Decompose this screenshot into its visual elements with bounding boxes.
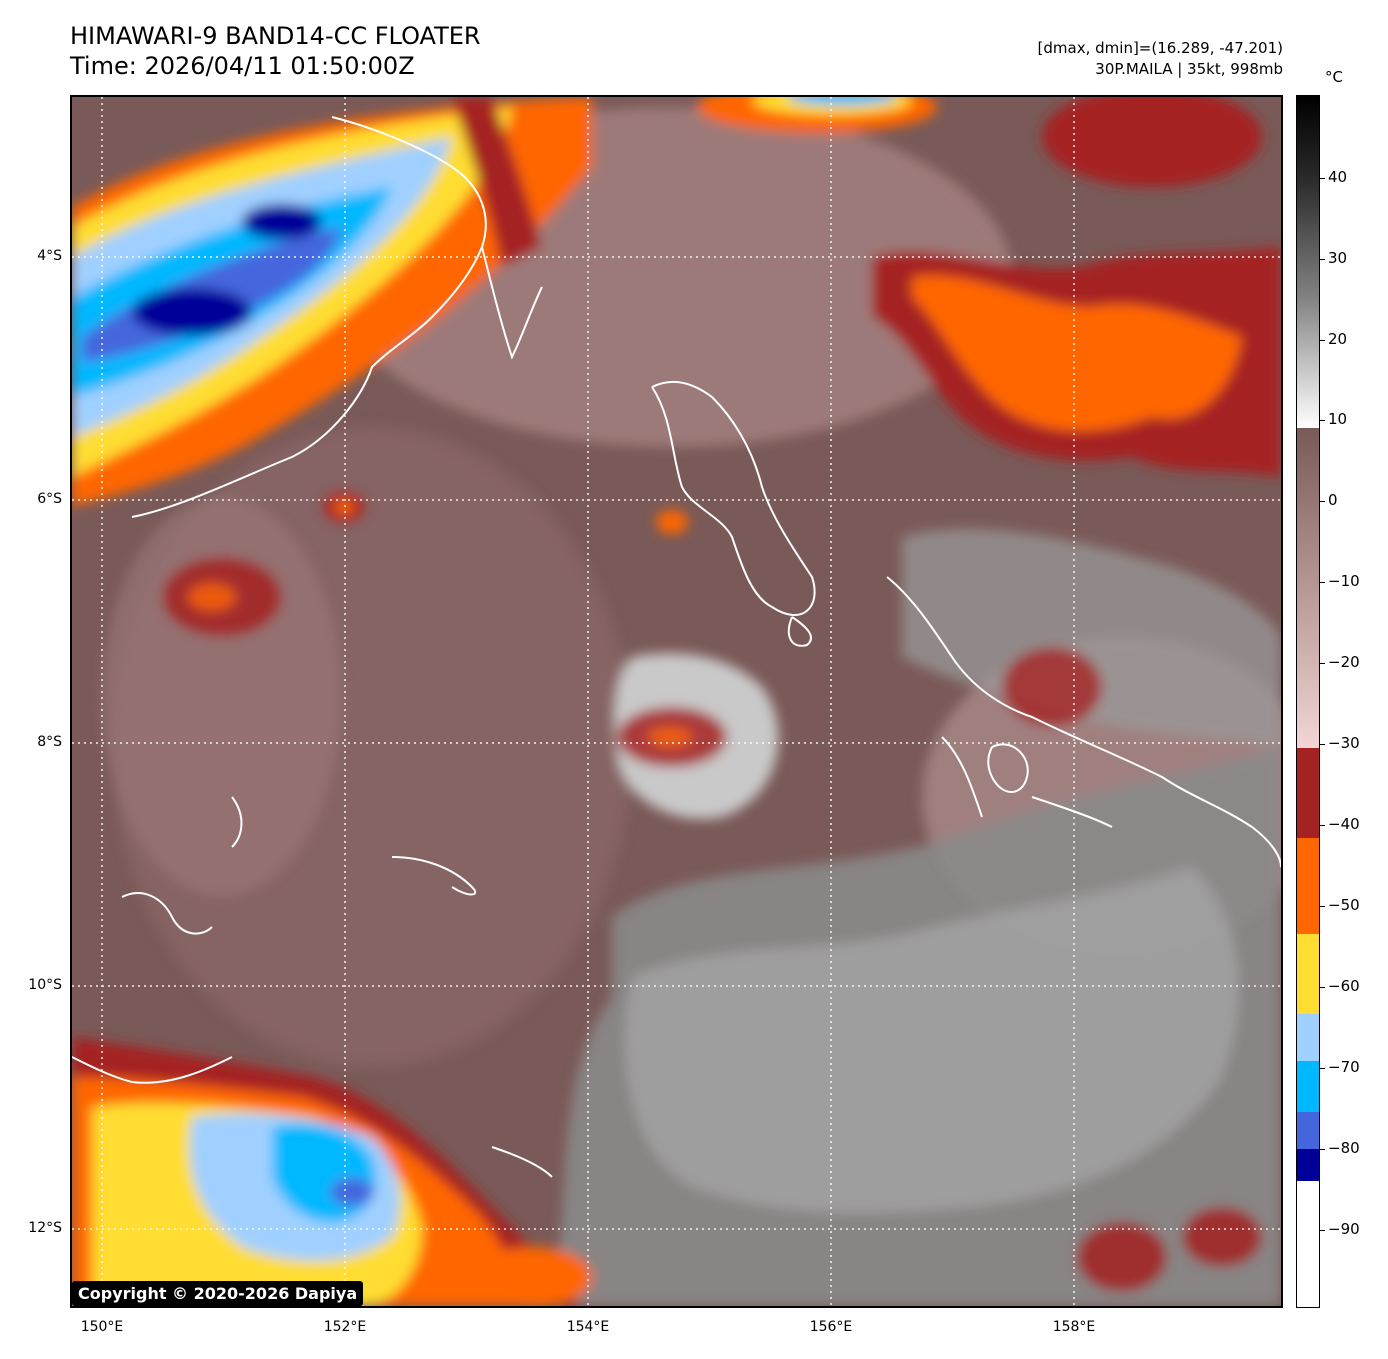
lon-label-152e: 152°E	[323, 1319, 367, 1335]
lon-label-156e: 156°E	[809, 1319, 853, 1335]
colorbar-tick-minus30: −30	[1328, 734, 1360, 752]
lat-label-6s: 6°S	[37, 491, 62, 507]
colorbar-tick-minus70: −70	[1328, 1058, 1360, 1076]
satellite-imagery	[72, 97, 1281, 1306]
colorbar-tick-minus80: −80	[1328, 1139, 1360, 1157]
colorbar-tick-0: 0	[1328, 491, 1338, 509]
data-range-text: [dmax, dmin]=(16.289, -47.201)	[1037, 39, 1283, 57]
colorbar-tick-30: 30	[1328, 249, 1348, 267]
coastlines	[72, 116, 1281, 1178]
map-timestamp: Time: 2026/04/11 01:50:00Z	[70, 52, 415, 80]
storm-info-text: 30P.MAILA | 35kt, 998mb	[1095, 60, 1283, 78]
colorbar-tick-minus40: −40	[1328, 815, 1360, 833]
colorbar-unit: °C	[1325, 68, 1343, 86]
colorbar-tick-minus10: −10	[1328, 572, 1360, 590]
colorbar-tick-minus20: −20	[1328, 653, 1360, 671]
map-title: HIMAWARI-9 BAND14-CC FLOATER	[70, 22, 481, 50]
lat-label-12s: 12°S	[28, 1220, 62, 1236]
lat-label-8s: 8°S	[37, 734, 62, 750]
copyright-notice: Copyright © 2020-2026 Dapiya	[72, 1281, 364, 1306]
colorbar-tick-minus50: −50	[1328, 896, 1360, 914]
colorbar	[1296, 95, 1320, 1308]
colorbar-tick-minus90: −90	[1328, 1220, 1360, 1238]
lat-label-4s: 4°S	[37, 248, 62, 264]
lon-label-158e: 158°E	[1052, 1319, 1096, 1335]
colorbar-tick-minus60: −60	[1328, 977, 1360, 995]
lon-label-150e: 150°E	[80, 1319, 124, 1335]
lon-label-154e: 154°E	[566, 1319, 610, 1335]
colorbar-tick-10: 10	[1328, 410, 1348, 428]
colorbar-tick-40: 40	[1328, 168, 1348, 186]
satellite-map	[70, 95, 1283, 1308]
lat-label-10s: 10°S	[28, 977, 62, 993]
colorbar-tick-20: 20	[1328, 330, 1348, 348]
